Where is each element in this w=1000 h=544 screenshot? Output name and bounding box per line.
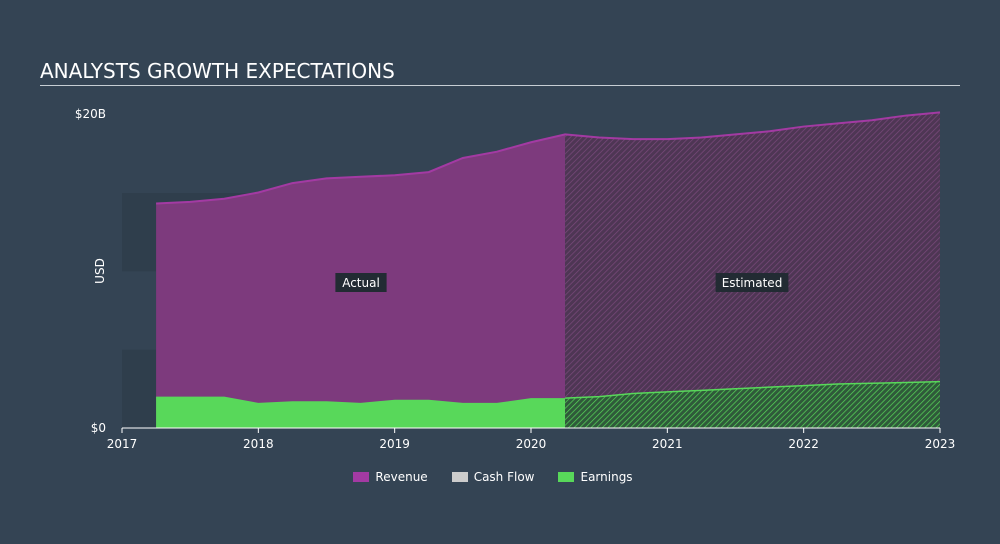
series-areas bbox=[156, 111, 941, 429]
x-tick-label: 2018 bbox=[243, 437, 274, 451]
x-tick-label: 2020 bbox=[516, 437, 547, 451]
y-tick-label: $20B bbox=[75, 107, 106, 121]
legend-item-cash-flow[interactable]: Cash Flow bbox=[451, 470, 535, 484]
estimated-tag-bg bbox=[715, 273, 789, 292]
legend-item-revenue[interactable]: Revenue bbox=[353, 470, 428, 484]
legend-swatch-earnings bbox=[558, 472, 575, 482]
annotation-tags: Actual Estimated bbox=[335, 273, 789, 292]
legend-label-cash-flow: Cash Flow bbox=[473, 470, 535, 484]
x-tick-label: 2019 bbox=[379, 437, 410, 451]
revenue-area-estimated bbox=[565, 112, 940, 429]
legend-swatch-revenue bbox=[353, 472, 370, 482]
legend-label-revenue: Revenue bbox=[375, 470, 428, 484]
title-underline bbox=[40, 85, 960, 86]
revenue-line bbox=[156, 111, 941, 205]
actual-tag: Actual bbox=[335, 273, 387, 292]
legend-item-earnings[interactable]: Earnings bbox=[558, 470, 633, 484]
chart-title: ANALYSTS GROWTH EXPECTATIONS bbox=[40, 59, 395, 83]
earnings-area-actual bbox=[156, 396, 566, 428]
x-tick-label: 2022 bbox=[788, 437, 819, 451]
estimated-tag: Estimated bbox=[715, 273, 789, 292]
legend-label-earnings: Earnings bbox=[580, 470, 633, 484]
y-tick-label: $0 bbox=[91, 421, 106, 435]
y-axis-label: USD bbox=[93, 258, 107, 284]
earnings-area-estimated bbox=[565, 381, 940, 428]
axes: 2017 2018 2019 2020 2021 2022 2023 $0 $20B USD bbox=[75, 107, 955, 451]
x-tick-label: 2017 bbox=[107, 437, 138, 451]
legend-swatch-cash-flow bbox=[451, 472, 468, 482]
estimated-tag-text: Estimated bbox=[722, 276, 783, 290]
x-tick-label: 2023 bbox=[925, 437, 956, 451]
legend: Revenue Cash Flow Earnings bbox=[0, 470, 986, 484]
earnings-line-estimated bbox=[565, 380, 941, 399]
x-tick-label: 2021 bbox=[652, 437, 683, 451]
actual-tag-text: Actual bbox=[342, 276, 380, 290]
actual-tag-bg bbox=[335, 273, 387, 292]
